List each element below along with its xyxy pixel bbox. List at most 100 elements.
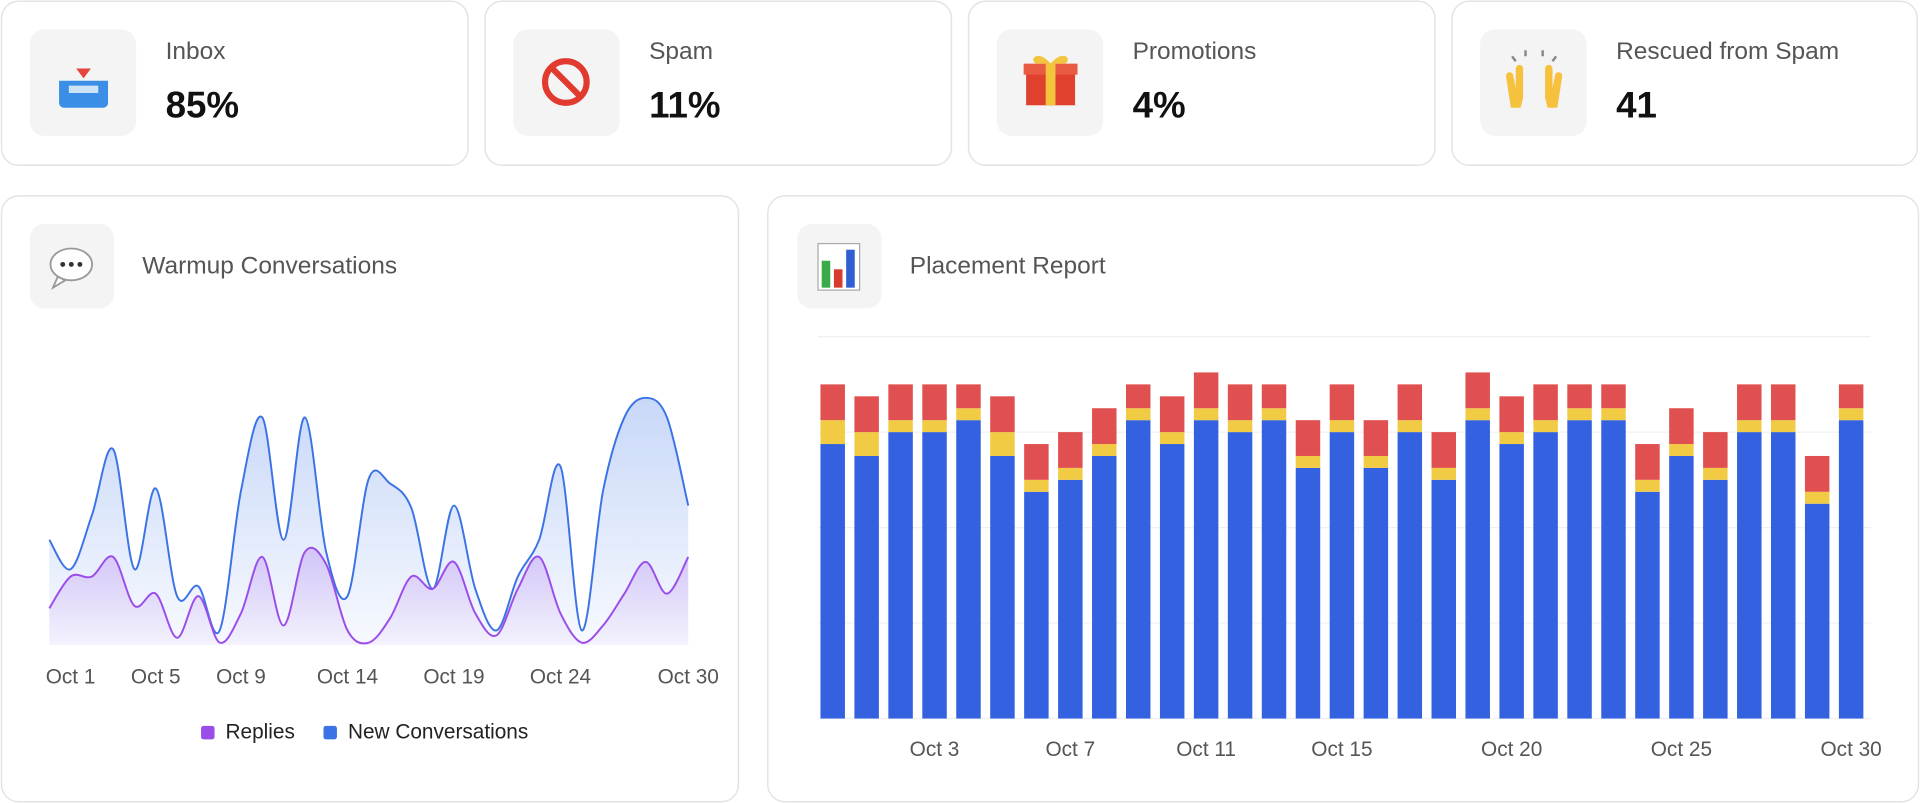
bar-segment <box>1669 408 1694 445</box>
bar-segment <box>1669 444 1694 456</box>
bar-segment <box>1838 384 1864 409</box>
legend-label: Replies <box>226 721 295 744</box>
bar-segment <box>1567 420 1592 719</box>
bar-segment <box>1431 479 1456 719</box>
bar-segment <box>1125 384 1151 409</box>
bar-segment <box>1669 455 1694 719</box>
bar-segment <box>1465 420 1490 719</box>
bar-segment <box>1024 491 1049 719</box>
bar-segment <box>1024 444 1049 480</box>
bar-segment <box>1295 467 1321 719</box>
bar-segment <box>1601 420 1626 719</box>
bar-segment <box>1601 384 1626 409</box>
bar-segment <box>1635 479 1660 492</box>
bar-segment <box>990 432 1015 456</box>
icon-box <box>1480 29 1587 136</box>
bar-segment <box>1261 408 1287 421</box>
bar-segment <box>1193 372 1219 409</box>
chart-title: Warmup Conversations <box>142 252 397 279</box>
bar-segment <box>1397 432 1423 719</box>
line <box>48 546 690 645</box>
bar-segment <box>1193 408 1219 421</box>
bar-segment <box>1465 408 1490 421</box>
bar-segment <box>956 384 981 409</box>
bar-segment <box>1601 408 1626 421</box>
bar-segment <box>1159 432 1185 445</box>
bar-segment <box>1737 384 1762 421</box>
bar-segment <box>1058 432 1083 468</box>
bar-segment <box>1295 455 1321 468</box>
bar-segment <box>1159 396 1185 433</box>
bar-segment <box>1363 455 1389 468</box>
bar-segment <box>1533 432 1558 719</box>
card-value: 11% <box>649 84 720 125</box>
bar-segment <box>1635 444 1660 480</box>
card-label: Promotions <box>1133 38 1257 65</box>
x-tick-label: Oct 24 <box>530 666 591 689</box>
bar-segment <box>1737 432 1762 719</box>
stat-card: Spam 11% <box>484 0 953 166</box>
bar-segment <box>1431 432 1456 468</box>
bar-segment <box>1465 372 1490 409</box>
bar-segment <box>1092 444 1117 456</box>
bar-segment <box>1024 479 1049 492</box>
bar-segment <box>1703 479 1728 719</box>
x-tick-label: Oct 11 <box>1176 738 1236 761</box>
bar-segment <box>1635 491 1660 719</box>
bar-segment <box>1770 384 1796 421</box>
card-value: 4% <box>1133 84 1186 125</box>
x-tick-label: Oct 1 <box>46 666 96 689</box>
bar-segment <box>854 455 879 719</box>
x-tick-label: Oct 14 <box>317 666 378 689</box>
bar-segment <box>1329 420 1355 433</box>
bar-segment <box>956 408 981 421</box>
card-label: Spam <box>649 38 713 65</box>
bar-segment <box>1227 432 1253 719</box>
bar-segment <box>1092 408 1117 445</box>
bar-segment <box>1770 432 1796 719</box>
bar-segment <box>1838 408 1864 421</box>
bar-segment <box>1125 420 1151 719</box>
stat-card: Rescued from Spam 41 <box>1451 0 1918 166</box>
bar-segment <box>854 396 879 433</box>
card-value: 85% <box>166 84 239 125</box>
line <box>48 396 690 635</box>
bar-segment <box>888 384 913 421</box>
bar-segment <box>1159 444 1185 719</box>
bar-segment <box>1499 432 1524 445</box>
legend-label: New Conversations <box>348 721 528 744</box>
stat-card: Promotions 4% <box>967 0 1436 166</box>
x-tick-label: Oct 30 <box>1821 738 1882 761</box>
bar-segment <box>1058 467 1083 480</box>
bar-segment <box>1295 420 1321 456</box>
raised-hands-icon <box>1505 50 1563 108</box>
bar-segment <box>820 420 845 445</box>
bar-segment <box>1804 491 1830 504</box>
card-label: Inbox <box>166 38 226 65</box>
x-tick-label: Oct 20 <box>1481 738 1542 761</box>
bar-segment <box>922 384 947 421</box>
bar-segment <box>820 444 845 719</box>
chart-title: Placement Report <box>910 252 1106 279</box>
bar-segment <box>888 432 913 719</box>
card-value: 41 <box>1616 84 1657 125</box>
gift-icon <box>1023 55 1078 106</box>
chat-icon <box>49 247 94 290</box>
bar-segment <box>854 432 879 456</box>
bar-segment <box>1193 420 1219 719</box>
bar-segment <box>1092 455 1117 719</box>
bar-segment <box>1533 420 1558 433</box>
bar-segment <box>1227 384 1253 421</box>
bar-segment <box>1499 396 1524 433</box>
bar-segment <box>922 420 947 433</box>
bar-segment <box>1397 384 1423 421</box>
legend-swatch <box>201 725 215 740</box>
bar-segment <box>1533 384 1558 421</box>
bar-icon <box>817 242 861 291</box>
x-tick-label: Oct 15 <box>1311 738 1372 761</box>
bar-segment <box>1125 408 1151 421</box>
bar-segment <box>990 396 1015 433</box>
bar-segment <box>1838 420 1864 719</box>
